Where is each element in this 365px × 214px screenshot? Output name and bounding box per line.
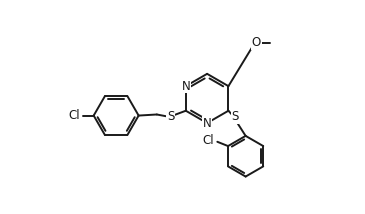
Text: N: N — [203, 117, 211, 129]
Text: Cl: Cl — [68, 109, 80, 122]
Text: S: S — [231, 110, 239, 123]
Text: S: S — [167, 110, 174, 123]
Text: O: O — [252, 36, 261, 49]
Text: N: N — [181, 80, 190, 93]
Text: Cl: Cl — [203, 134, 214, 147]
